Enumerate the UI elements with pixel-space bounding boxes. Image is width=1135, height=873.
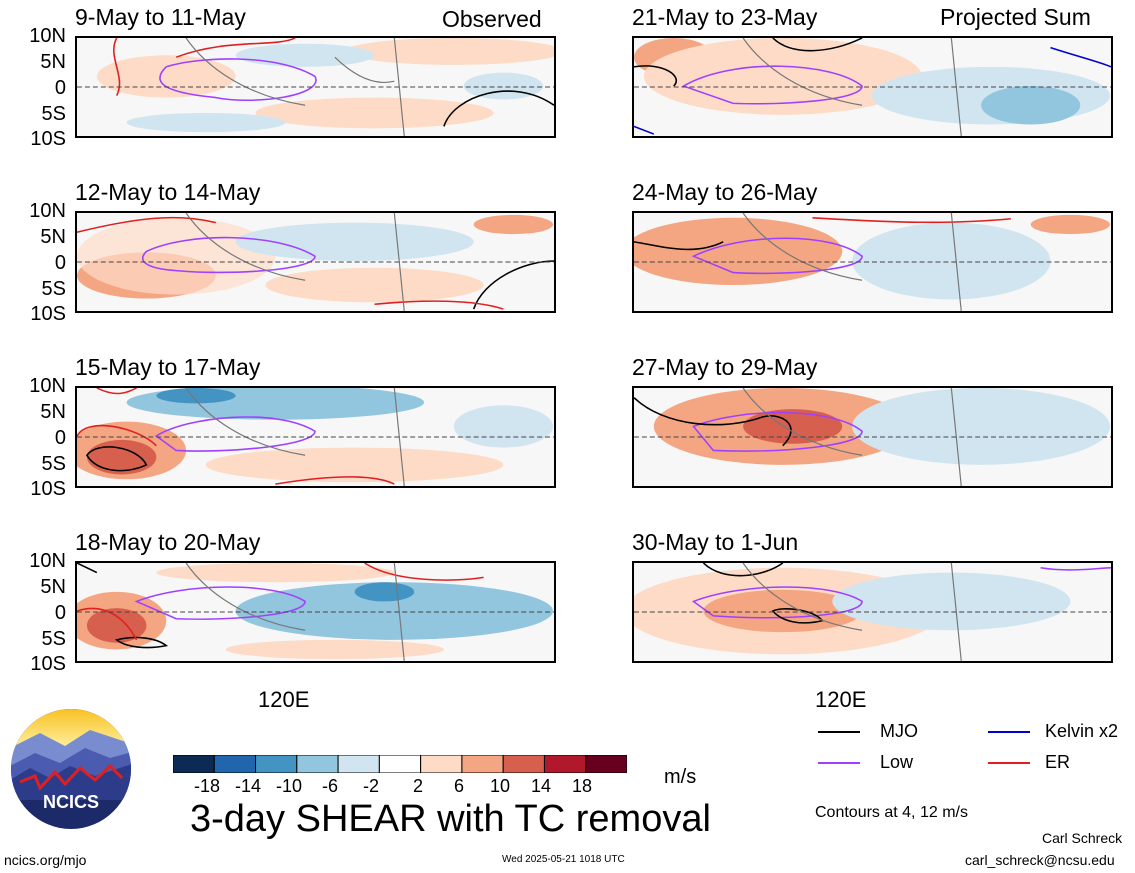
legend-swatch-low [818,762,860,764]
logo-text: NCICS [42,792,99,812]
author: Carl Schreck [1042,830,1123,846]
lat-label: 5N [40,51,66,73]
colorbar-tick: 6 [453,776,464,796]
colorbar-tick: 14 [530,776,552,796]
legend-label: ER [1045,752,1071,772]
panel-title: 24-May to 26-May [632,179,818,205]
colorbar-swatch [461,754,504,774]
panel-title: 27-May to 29-May [632,354,818,380]
lat-label: 5N [40,226,66,248]
lon-label: 120E [815,687,867,712]
panel-title: 30-May to 1-Jun [632,529,799,555]
lat-label: 5S [41,453,66,475]
lat-label: 5S [41,278,66,300]
map-panel [632,36,1113,138]
lat-label: 10S [30,478,66,500]
map-panel [632,386,1113,488]
map-panel [75,211,556,313]
colorbar-tick: 2 [412,776,423,796]
lat-label: 5N [40,401,66,423]
legend-swatch-mjo [818,731,860,733]
observed-header: Observed [442,6,542,32]
panel-title: 18-May to 20-May [75,529,261,555]
colorbar-swatch [543,754,587,774]
lat-label: 0 [54,252,66,274]
lat-label: 10N [29,25,66,47]
map-panel [75,386,556,488]
map-panel [75,36,556,138]
map-panel [632,561,1113,663]
colorbar-tick: -14 [234,776,261,796]
panel-title: 12-May to 14-May [75,179,261,205]
lat-label: 10N [29,200,66,222]
panel-title: 15-May to 17-May [75,354,261,380]
legend-swatch-kelvin [988,731,1030,733]
legend-label: Kelvin x2 [1045,721,1119,741]
lat-label: 0 [54,602,66,624]
colorbar-tick: -10 [275,776,302,796]
projected-header: Projected Sum [940,4,1091,30]
lat-label: 5N [40,576,66,598]
panel-title: 9-May to 11-May [75,4,246,30]
lon-label: 120E [258,687,310,712]
figure-title: 3-day SHEAR with TC removal [190,798,711,840]
lat-label: 10N [29,550,66,572]
colorbar-swatch [296,754,339,774]
colorbar-swatch [172,754,215,774]
lat-label: 10S [30,303,66,325]
colorbar-swatch [213,754,257,774]
map-panel [632,211,1113,313]
colorbar-tick: 10 [489,776,511,796]
timestamp: Wed 2025-05-21 1018 UTC [502,854,625,865]
ncics-logo: NCICS [10,708,132,830]
source-url: ncics.org/mjo [4,852,87,868]
lat-label: 10N [29,375,66,397]
lat-label: 0 [54,427,66,449]
colorbar-unit: m/s [664,766,697,788]
lat-label: 5S [41,103,66,125]
lat-label: 10S [30,653,66,675]
contour-note: Contours at 4, 12 m/s [815,804,968,821]
colorbar [172,754,628,774]
lat-label: 5S [41,628,66,650]
legend-label: MJO [880,721,918,741]
legend-swatch-er [988,762,1030,764]
colorbar-swatch [585,754,628,774]
colorbar-tick: -2 [362,776,379,796]
map-panel [75,561,556,663]
legend-label: Low [880,752,914,772]
colorbar-tick: -18 [193,776,220,796]
panel-title: 21-May to 23-May [632,4,818,30]
colorbar-swatch [255,754,298,774]
author-email: carl_schreck@ncsu.edu [965,852,1115,868]
colorbar-swatch [378,754,422,774]
colorbar-swatch [502,754,545,774]
lat-label: 0 [54,77,66,99]
colorbar-swatch [337,754,380,774]
colorbar-tick: -6 [321,776,338,796]
colorbar-tick: 18 [571,776,593,796]
colorbar-swatch [420,754,463,774]
lat-label: 10S [30,128,66,150]
